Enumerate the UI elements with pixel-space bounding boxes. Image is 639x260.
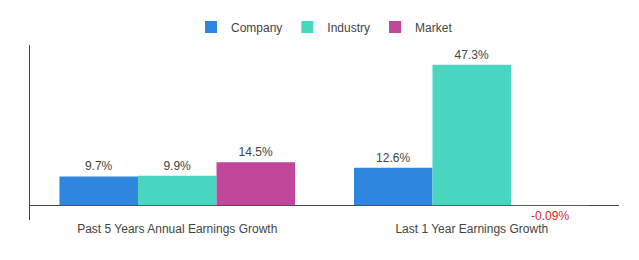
svg-text:14.5%: 14.5% — [239, 145, 273, 159]
svg-text:Last 1 Year Earnings Growth: Last 1 Year Earnings Growth — [395, 222, 548, 236]
svg-text:-0.09%: -0.09% — [531, 209, 569, 223]
svg-text:9.7%: 9.7% — [85, 159, 113, 173]
svg-text:Industry: Industry — [327, 21, 370, 35]
svg-text:12.6%: 12.6% — [376, 151, 410, 165]
svg-text:47.3%: 47.3% — [455, 48, 489, 62]
svg-text:9.9%: 9.9% — [163, 159, 191, 173]
svg-text:Company: Company — [231, 21, 282, 35]
svg-text:Market: Market — [415, 21, 452, 35]
svg-text:Past 5 Years Annual Earnings G: Past 5 Years Annual Earnings Growth — [77, 222, 277, 236]
